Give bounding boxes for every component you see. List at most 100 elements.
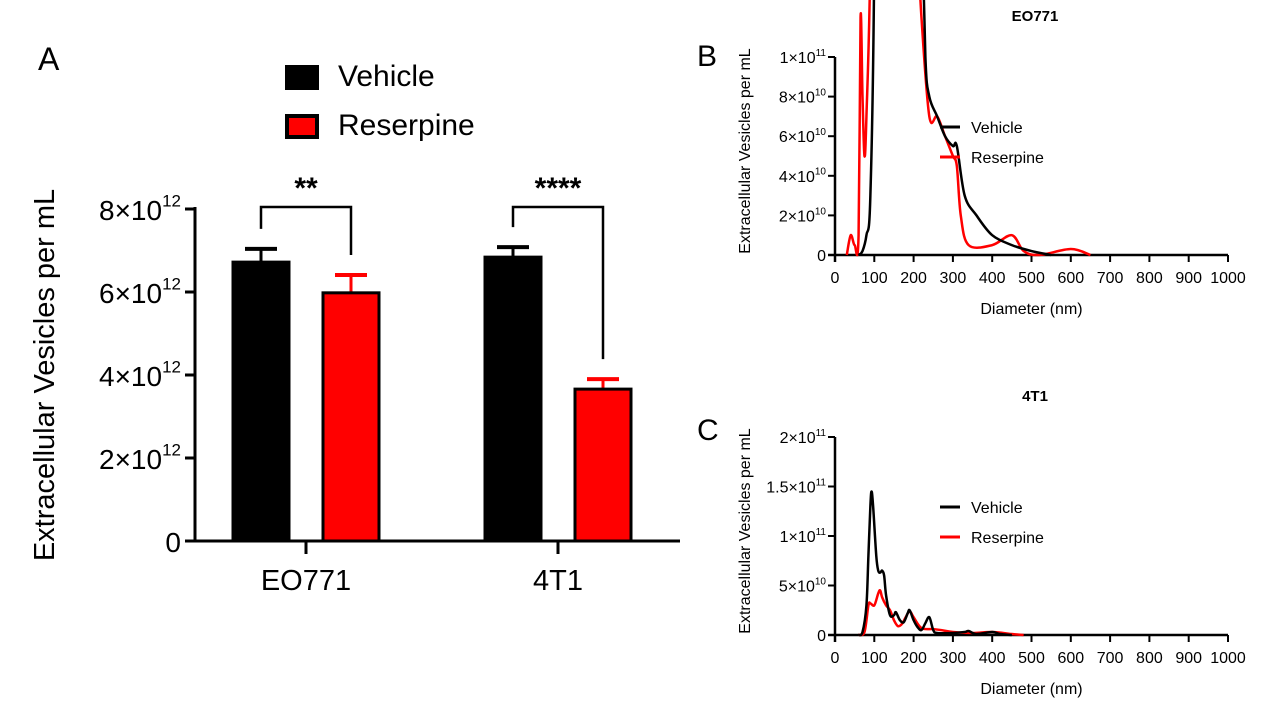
- y-tick-label: 8×1012: [99, 192, 181, 227]
- y-tick-exponent: 12: [162, 275, 181, 294]
- bar-vehicle-eo771: [231, 260, 291, 543]
- x-tick-label: 4T1: [533, 565, 583, 597]
- x-tick-label: 600: [1057, 270, 1084, 287]
- legend: Vehicle Reserpine: [285, 60, 475, 142]
- x-tick-label: 700: [1097, 650, 1124, 667]
- y-axis-label: Extracellular Vesicles per mL: [737, 48, 754, 254]
- panel-letter-b: B: [697, 40, 717, 73]
- y-tick-exponent: 11: [816, 477, 827, 488]
- x-tick-label: 600: [1057, 650, 1084, 667]
- x-tick-label: 400: [979, 650, 1006, 667]
- y-tick-base: 4×10: [99, 361, 162, 392]
- y-tick-exponent: 11: [816, 527, 827, 538]
- panel-letter-c: C: [697, 414, 719, 447]
- y-tick-exponent: 10: [815, 127, 827, 138]
- panel-a: A VehicleReserpine02×10124×10126×10128×10…: [29, 41, 680, 597]
- series-line-reserpine: [858, 589, 1024, 637]
- legend-label-reserpine: Reserpine: [971, 530, 1044, 547]
- x-tick-label: 0: [831, 650, 840, 667]
- x-tick-label: 500: [1018, 270, 1045, 287]
- x-tick-label: 800: [1136, 650, 1163, 667]
- legend-label-vehicle: Vehicle: [338, 60, 435, 93]
- y-tick-exponent: 12: [162, 358, 181, 377]
- bar-reserpine-4t1: [573, 387, 633, 543]
- chart-title: EO771: [1012, 8, 1059, 25]
- x-tick-label: 400: [979, 270, 1006, 287]
- y-tick-exponent: 11: [816, 48, 827, 59]
- y-tick-label: 1×1011: [780, 48, 827, 68]
- x-tick-label: EO771: [261, 565, 351, 597]
- significance-bracket: [259, 205, 353, 255]
- y-tick-label: 6×1010: [779, 127, 827, 147]
- y-tick-label: 4×1012: [99, 358, 181, 393]
- bar-reserpine-eo771: [321, 291, 381, 543]
- y-tick-base: 1×10: [780, 529, 816, 546]
- panel-c: C 4T1 Extracellular Vesicles per mL Diamete…: [697, 388, 1246, 698]
- y-tick-label: 8×1010: [779, 87, 827, 107]
- y-tick-exponent: 11: [816, 428, 827, 439]
- significance-bracket: [511, 205, 605, 360]
- x-tick-label: 1000: [1210, 270, 1246, 287]
- x-tick-label: 900: [1175, 650, 1202, 667]
- y-tick-base: 4×10: [779, 169, 815, 186]
- y-tick-exponent: 10: [815, 166, 827, 177]
- legend-label-reserpine: Reserpine: [971, 150, 1044, 167]
- x-tick-label: 1000: [1210, 650, 1246, 667]
- y-tick-label: 4×1010: [779, 166, 827, 186]
- y-tick-exponent: 10: [815, 87, 827, 98]
- y-tick-label: 2×1011: [780, 428, 827, 448]
- bar-vehicle-4t1: [483, 255, 543, 543]
- significance-label: **: [294, 172, 318, 205]
- y-tick-exponent: 10: [815, 576, 827, 587]
- series-line-reserpine: [845, 0, 1091, 257]
- panel-letter-a: A: [38, 41, 60, 77]
- legend-label-vehicle: Vehicle: [971, 120, 1023, 137]
- x-tick-label: 0: [831, 270, 840, 287]
- significance-label: ****: [535, 172, 582, 205]
- y-tick-base: 1×10: [780, 50, 816, 67]
- legend-label-vehicle: Vehicle: [971, 500, 1023, 517]
- x-tick-label: 300: [940, 650, 967, 667]
- y-tick-base: 6×10: [99, 278, 162, 309]
- legend-label-reserpine: Reserpine: [338, 109, 475, 142]
- y-tick-base: 8×10: [99, 195, 162, 226]
- x-tick-label: 200: [900, 650, 927, 667]
- chart-title: 4T1: [1022, 388, 1048, 405]
- y-tick-label: 1.5×1011: [766, 477, 826, 497]
- x-tick-label: 300: [940, 270, 967, 287]
- series-line-vehicle: [857, 0, 1052, 257]
- x-axis-label: Diameter (nm): [980, 301, 1082, 318]
- y-tick-label: 0: [817, 248, 826, 265]
- y-tick-label: 0: [817, 628, 826, 645]
- y-axis-label: Extracellular Vesicles per mL: [29, 189, 61, 561]
- y-tick-base: 0: [165, 527, 181, 558]
- x-tick-label: 500: [1018, 650, 1045, 667]
- y-axis-label: Extracellular Vesicles per mL: [737, 428, 754, 634]
- y-tick-exponent: 12: [162, 441, 181, 460]
- y-tick-base: 1.5×10: [766, 480, 815, 497]
- y-tick-base: 2×10: [780, 430, 816, 447]
- y-tick-exponent: 10: [815, 206, 827, 217]
- y-tick-label: 2×1012: [99, 441, 181, 476]
- y-tick-label: 1×1011: [780, 527, 827, 547]
- x-tick-label: 100: [861, 650, 888, 667]
- y-tick-base: 5×10: [779, 579, 815, 596]
- x-tick-label: 800: [1136, 270, 1163, 287]
- panel-b: B EO771 Extracellular Vesicles per mL Diame…: [697, 0, 1246, 318]
- x-tick-label: 700: [1097, 270, 1124, 287]
- y-tick-exponent: 12: [162, 192, 181, 211]
- x-axis-label: Diameter (nm): [980, 681, 1082, 698]
- y-tick-base: 0: [817, 248, 826, 265]
- y-tick-base: 8×10: [779, 90, 815, 107]
- x-tick-label: 100: [861, 270, 888, 287]
- x-tick-label: 900: [1175, 270, 1202, 287]
- series-line-vehicle: [857, 490, 1012, 637]
- legend-swatch-reserpine: [285, 114, 319, 139]
- legend-swatch-vehicle: [285, 65, 319, 90]
- x-tick-label: 200: [900, 270, 927, 287]
- y-tick-label: 0: [165, 527, 181, 558]
- y-tick-base: 2×10: [99, 444, 162, 475]
- y-tick-base: 2×10: [779, 209, 815, 226]
- y-tick-base: 0: [817, 628, 826, 645]
